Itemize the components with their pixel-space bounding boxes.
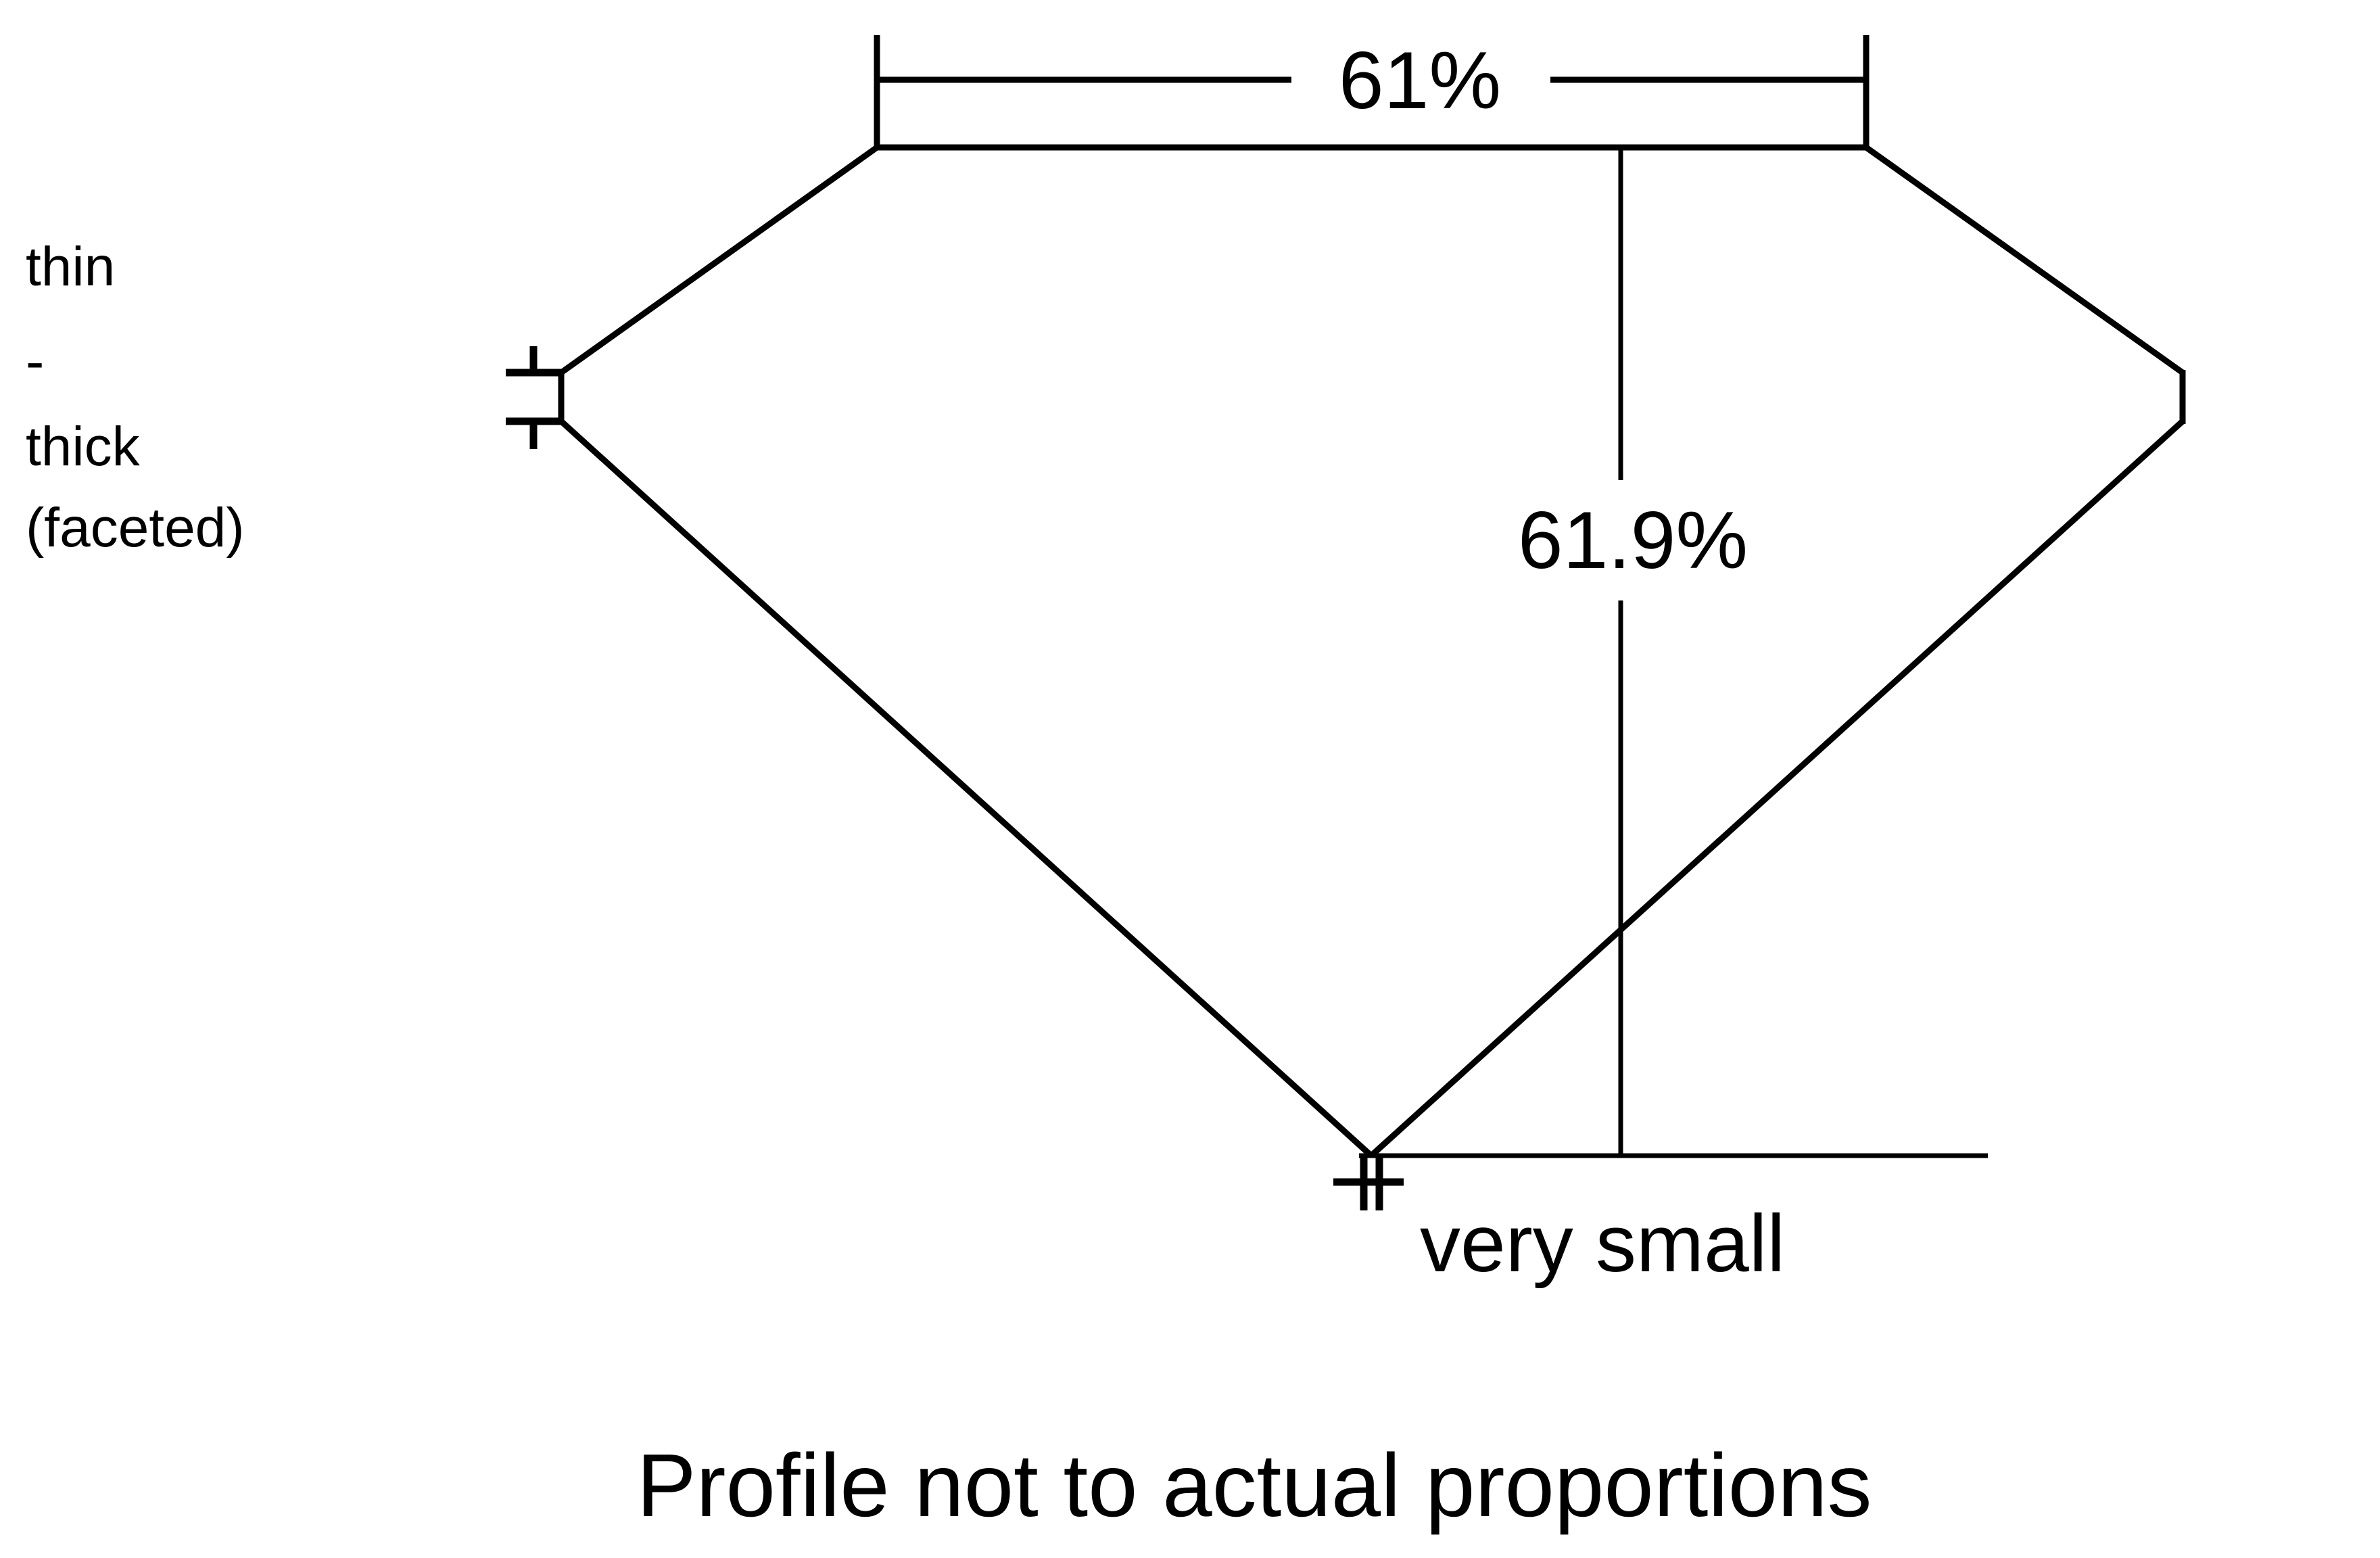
pavilion-left-facet	[558, 419, 1374, 1158]
table-percentage-label: 61%	[1339, 35, 1501, 126]
diagram-caption: Profile not to actual proportions	[636, 1436, 1872, 1535]
girdle-label-line-1: thin	[26, 236, 115, 298]
girdle-label-line-2: -	[26, 331, 44, 392]
girdle-label-line-4: (faceted)	[26, 497, 245, 559]
crown-left-facet	[559, 145, 879, 375]
girdle-label-line-3: thick	[26, 416, 141, 477]
crown-right-facet	[1864, 145, 2185, 375]
depth-percentage-label: 61.9%	[1518, 495, 1748, 586]
culet-size-label: very small	[1420, 1198, 1785, 1289]
pavilion-right-facet	[1368, 419, 2185, 1158]
